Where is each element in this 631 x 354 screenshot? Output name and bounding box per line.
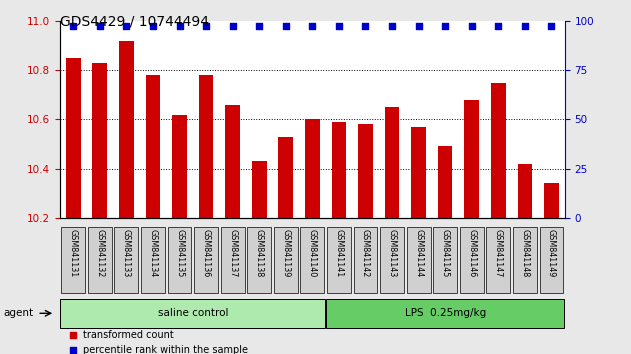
Point bbox=[228, 23, 238, 29]
Point bbox=[360, 23, 370, 29]
Point bbox=[68, 332, 78, 337]
Text: GSM841131: GSM841131 bbox=[69, 229, 78, 278]
Text: LPS  0.25mg/kg: LPS 0.25mg/kg bbox=[404, 308, 486, 318]
Bar bbox=[544, 183, 559, 218]
Bar bbox=[332, 122, 346, 218]
Bar bbox=[438, 147, 452, 218]
FancyBboxPatch shape bbox=[114, 227, 138, 293]
Bar bbox=[146, 75, 160, 218]
Bar bbox=[199, 75, 213, 218]
Bar bbox=[172, 115, 187, 218]
Text: GSM841142: GSM841142 bbox=[361, 229, 370, 278]
Text: saline control: saline control bbox=[158, 308, 228, 318]
Point bbox=[281, 23, 291, 29]
Point bbox=[334, 23, 344, 29]
Point bbox=[121, 23, 131, 29]
Text: GSM841132: GSM841132 bbox=[95, 229, 104, 278]
Point bbox=[254, 23, 264, 29]
Text: GSM841146: GSM841146 bbox=[468, 229, 476, 278]
Text: GSM841140: GSM841140 bbox=[308, 229, 317, 278]
Text: GSM841139: GSM841139 bbox=[281, 229, 290, 278]
Bar bbox=[385, 107, 399, 218]
FancyBboxPatch shape bbox=[221, 227, 245, 293]
Point bbox=[307, 23, 317, 29]
Text: GSM841145: GSM841145 bbox=[440, 229, 450, 278]
Bar bbox=[305, 120, 320, 218]
FancyBboxPatch shape bbox=[61, 299, 325, 328]
Text: GSM841136: GSM841136 bbox=[201, 229, 211, 278]
Bar bbox=[411, 127, 426, 218]
Text: GSM841135: GSM841135 bbox=[175, 229, 184, 278]
FancyBboxPatch shape bbox=[540, 227, 563, 293]
Point bbox=[493, 23, 504, 29]
Bar bbox=[119, 41, 134, 218]
Bar bbox=[517, 164, 532, 218]
Text: GSM841141: GSM841141 bbox=[334, 229, 343, 278]
Text: percentile rank within the sample: percentile rank within the sample bbox=[83, 345, 247, 354]
Bar bbox=[225, 105, 240, 218]
Text: GSM841134: GSM841134 bbox=[148, 229, 157, 278]
Point bbox=[174, 23, 184, 29]
Point bbox=[467, 23, 477, 29]
FancyBboxPatch shape bbox=[513, 227, 537, 293]
FancyBboxPatch shape bbox=[433, 227, 457, 293]
Point bbox=[440, 23, 451, 29]
Point bbox=[387, 23, 397, 29]
FancyBboxPatch shape bbox=[326, 299, 564, 328]
Text: GSM841138: GSM841138 bbox=[255, 229, 264, 278]
Text: GSM841149: GSM841149 bbox=[547, 229, 556, 278]
Text: GSM841143: GSM841143 bbox=[387, 229, 396, 278]
Bar bbox=[464, 100, 479, 218]
Text: GSM841137: GSM841137 bbox=[228, 229, 237, 278]
FancyBboxPatch shape bbox=[487, 227, 510, 293]
FancyBboxPatch shape bbox=[88, 227, 112, 293]
Point bbox=[413, 23, 423, 29]
Text: GSM841147: GSM841147 bbox=[494, 229, 503, 278]
FancyBboxPatch shape bbox=[406, 227, 430, 293]
Point bbox=[68, 348, 78, 353]
Text: agent: agent bbox=[3, 308, 33, 318]
Point bbox=[68, 23, 78, 29]
Bar bbox=[252, 161, 266, 218]
Point bbox=[148, 23, 158, 29]
FancyBboxPatch shape bbox=[194, 227, 218, 293]
Point bbox=[546, 23, 557, 29]
FancyBboxPatch shape bbox=[353, 227, 377, 293]
FancyBboxPatch shape bbox=[300, 227, 324, 293]
FancyBboxPatch shape bbox=[247, 227, 271, 293]
Point bbox=[201, 23, 211, 29]
Text: GSM841133: GSM841133 bbox=[122, 229, 131, 278]
FancyBboxPatch shape bbox=[274, 227, 298, 293]
Bar bbox=[278, 137, 293, 218]
FancyBboxPatch shape bbox=[327, 227, 351, 293]
FancyBboxPatch shape bbox=[380, 227, 404, 293]
FancyBboxPatch shape bbox=[141, 227, 165, 293]
Text: GDS4429 / 10744494: GDS4429 / 10744494 bbox=[60, 14, 209, 28]
Text: transformed count: transformed count bbox=[83, 330, 174, 340]
FancyBboxPatch shape bbox=[168, 227, 191, 293]
Bar bbox=[93, 63, 107, 218]
Point bbox=[95, 23, 105, 29]
Bar bbox=[66, 58, 81, 218]
FancyBboxPatch shape bbox=[460, 227, 484, 293]
Bar bbox=[491, 82, 505, 218]
Point bbox=[520, 23, 530, 29]
Text: GSM841148: GSM841148 bbox=[521, 229, 529, 278]
Bar bbox=[358, 124, 373, 218]
FancyBboxPatch shape bbox=[61, 227, 85, 293]
Text: GSM841144: GSM841144 bbox=[414, 229, 423, 278]
